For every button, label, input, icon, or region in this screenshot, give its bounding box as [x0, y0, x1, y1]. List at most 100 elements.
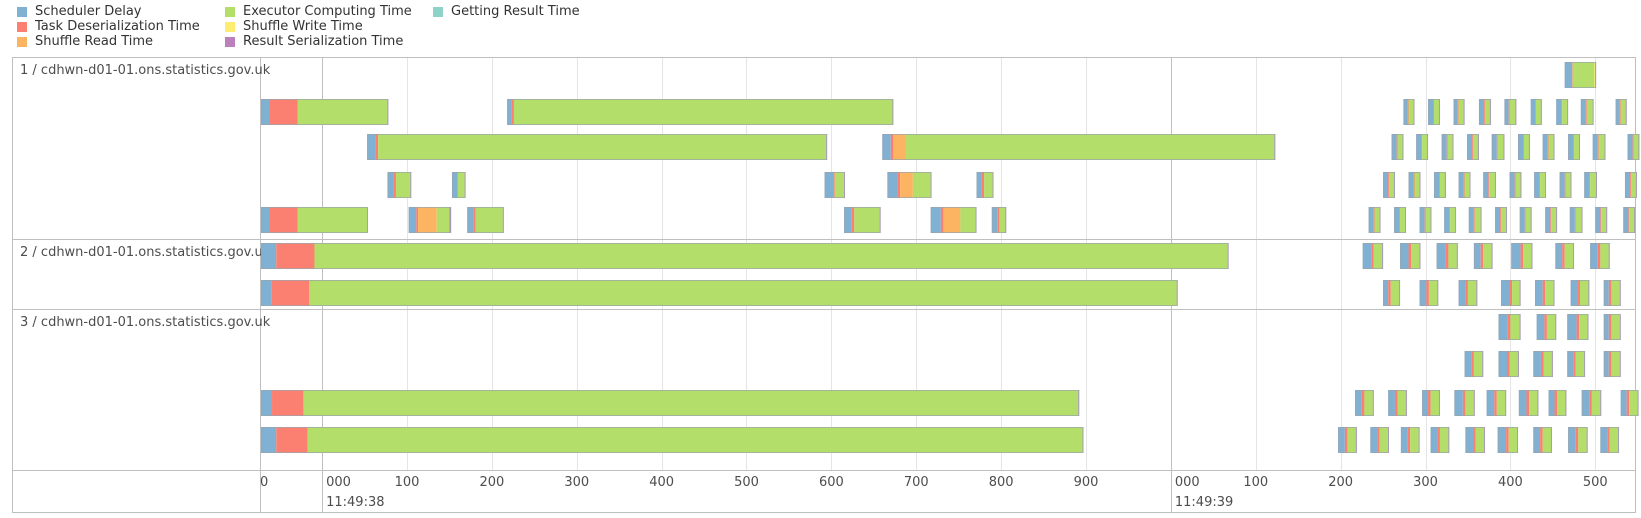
- task-bar[interactable]: [1511, 243, 1533, 269]
- task-bar[interactable]: [1441, 134, 1454, 160]
- task-bar[interactable]: [408, 207, 452, 233]
- task-bar[interactable]: [1468, 207, 1482, 233]
- task-bar[interactable]: [991, 207, 1007, 233]
- task-bar[interactable]: [1555, 243, 1575, 269]
- task-bar[interactable]: [1458, 172, 1471, 198]
- task-bar[interactable]: [1504, 99, 1517, 125]
- task-bar[interactable]: [261, 99, 389, 125]
- task-bar[interactable]: [1548, 390, 1567, 416]
- task-bar[interactable]: [1388, 390, 1407, 416]
- task-bar[interactable]: [844, 207, 881, 233]
- task-bar[interactable]: [1355, 390, 1374, 416]
- task-bar[interactable]: [1408, 172, 1421, 198]
- task-bar[interactable]: [1391, 134, 1404, 160]
- task-bar[interactable]: [1501, 280, 1521, 306]
- task-bar[interactable]: [1362, 243, 1384, 269]
- task-bar[interactable]: [1498, 314, 1521, 340]
- task-bar[interactable]: [1533, 351, 1553, 377]
- task-bar[interactable]: [1584, 172, 1597, 198]
- task-bar[interactable]: [1623, 207, 1636, 233]
- task-bar[interactable]: [1581, 390, 1602, 416]
- task-bar[interactable]: [1403, 99, 1415, 125]
- task-bar[interactable]: [1620, 390, 1639, 416]
- task-bar[interactable]: [1580, 99, 1594, 125]
- task-bar[interactable]: [1383, 280, 1401, 306]
- task-bar[interactable]: [507, 99, 894, 125]
- task-bar[interactable]: [261, 280, 1178, 306]
- task-bar[interactable]: [1570, 280, 1590, 306]
- task-bar[interactable]: [1530, 99, 1542, 125]
- task-bar[interactable]: [1600, 427, 1620, 453]
- task-bar[interactable]: [261, 390, 1080, 416]
- task-bar[interactable]: [1486, 390, 1507, 416]
- task-bar[interactable]: [1595, 207, 1608, 233]
- task-bar[interactable]: [1567, 314, 1589, 340]
- task-bar[interactable]: [930, 207, 977, 233]
- task-bar[interactable]: [887, 172, 932, 198]
- task-bar[interactable]: [1518, 390, 1539, 416]
- task-bar[interactable]: [1433, 172, 1446, 198]
- task-bar[interactable]: [1478, 99, 1491, 125]
- task-bar[interactable]: [1419, 280, 1439, 306]
- task-bar[interactable]: [1519, 207, 1532, 233]
- task-bar[interactable]: [1568, 134, 1580, 160]
- task-bar[interactable]: [1483, 172, 1496, 198]
- task-bar[interactable]: [1383, 172, 1395, 198]
- task-bar[interactable]: [1464, 351, 1484, 377]
- task-bar[interactable]: [976, 172, 994, 198]
- task-bar[interactable]: [1567, 351, 1586, 377]
- task-bar[interactable]: [1473, 243, 1493, 269]
- task-bar[interactable]: [1569, 207, 1583, 233]
- task-bar[interactable]: [1615, 99, 1627, 125]
- task-bar[interactable]: [1627, 134, 1640, 160]
- task-bar[interactable]: [1467, 134, 1479, 160]
- task-bar[interactable]: [1419, 207, 1432, 233]
- task-bar[interactable]: [1568, 427, 1588, 453]
- task-bar[interactable]: [1509, 172, 1522, 198]
- task-bar[interactable]: [1556, 99, 1569, 125]
- task-bar[interactable]: [261, 427, 1084, 453]
- task-bar[interactable]: [1458, 280, 1478, 306]
- task-bar[interactable]: [1465, 427, 1485, 453]
- task-bar[interactable]: [1545, 207, 1558, 233]
- task-bar[interactable]: [1603, 351, 1621, 377]
- task-bar[interactable]: [1495, 207, 1507, 233]
- task-bar[interactable]: [1534, 172, 1547, 198]
- task-bar[interactable]: [451, 172, 466, 198]
- task-bar[interactable]: [1590, 243, 1610, 269]
- task-bar[interactable]: [1559, 172, 1572, 198]
- task-bar[interactable]: [261, 207, 368, 233]
- task-bar[interactable]: [1428, 99, 1440, 125]
- task-bar[interactable]: [1564, 62, 1597, 88]
- task-bar[interactable]: [1491, 134, 1505, 160]
- task-bar[interactable]: [387, 172, 412, 198]
- task-bar[interactable]: [1400, 427, 1420, 453]
- task-bar[interactable]: [1536, 314, 1557, 340]
- task-bar[interactable]: [1453, 99, 1465, 125]
- task-bar[interactable]: [1416, 134, 1429, 160]
- task-bar[interactable]: [1436, 243, 1458, 269]
- task-bar[interactable]: [261, 243, 1229, 269]
- task-bar[interactable]: [1498, 351, 1519, 377]
- task-bar[interactable]: [1422, 390, 1440, 416]
- task-bar[interactable]: [1454, 390, 1475, 416]
- task-bar[interactable]: [882, 134, 1276, 160]
- task-bar[interactable]: [1518, 134, 1530, 160]
- task-bar[interactable]: [1338, 427, 1357, 453]
- task-bar[interactable]: [1400, 243, 1421, 269]
- task-bar[interactable]: [1497, 427, 1519, 453]
- task-bar[interactable]: [1370, 427, 1390, 453]
- task-bar[interactable]: [467, 207, 504, 233]
- task-bar[interactable]: [367, 134, 828, 160]
- task-bar[interactable]: [1533, 427, 1552, 453]
- task-bar[interactable]: [1592, 134, 1606, 160]
- task-bar[interactable]: [1394, 207, 1406, 233]
- task-bar[interactable]: [1603, 314, 1621, 340]
- task-bar[interactable]: [1603, 280, 1621, 306]
- task-bar[interactable]: [1430, 427, 1450, 453]
- task-bar[interactable]: [1444, 207, 1457, 233]
- task-bar[interactable]: [824, 172, 845, 198]
- task-bar[interactable]: [1368, 207, 1381, 233]
- task-bar[interactable]: [1542, 134, 1555, 160]
- task-bar[interactable]: [1624, 172, 1637, 198]
